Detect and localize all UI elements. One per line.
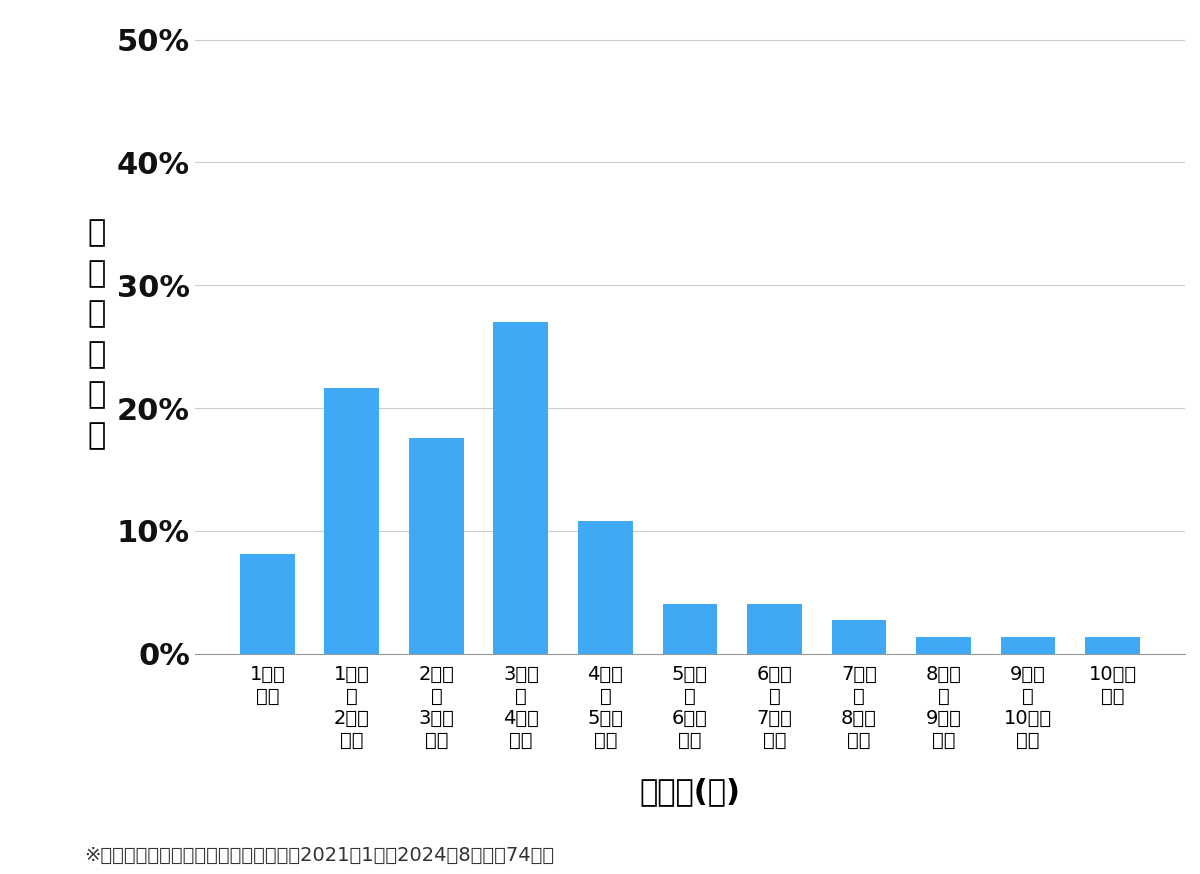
X-axis label: 価格帯(円): 価格帯(円) [640,778,740,807]
Bar [748,604,802,654]
Bar [409,438,464,654]
Y-axis label: 価
格
帯
の
割
合: 価 格 帯 の 割 合 [88,218,106,450]
Bar [240,554,295,654]
Bar [493,322,548,654]
Bar [832,621,887,654]
Bar [662,604,718,654]
Bar [578,521,632,654]
Bar [1085,637,1140,654]
Text: ※弾社受付の案件を対象に集計（期間：2021年1月～2024年8月、膇74件）: ※弾社受付の案件を対象に集計（期間：2021年1月～2024年8月、膇74件） [84,846,554,865]
Bar [324,388,379,654]
Bar [916,637,971,654]
Bar [1001,637,1056,654]
